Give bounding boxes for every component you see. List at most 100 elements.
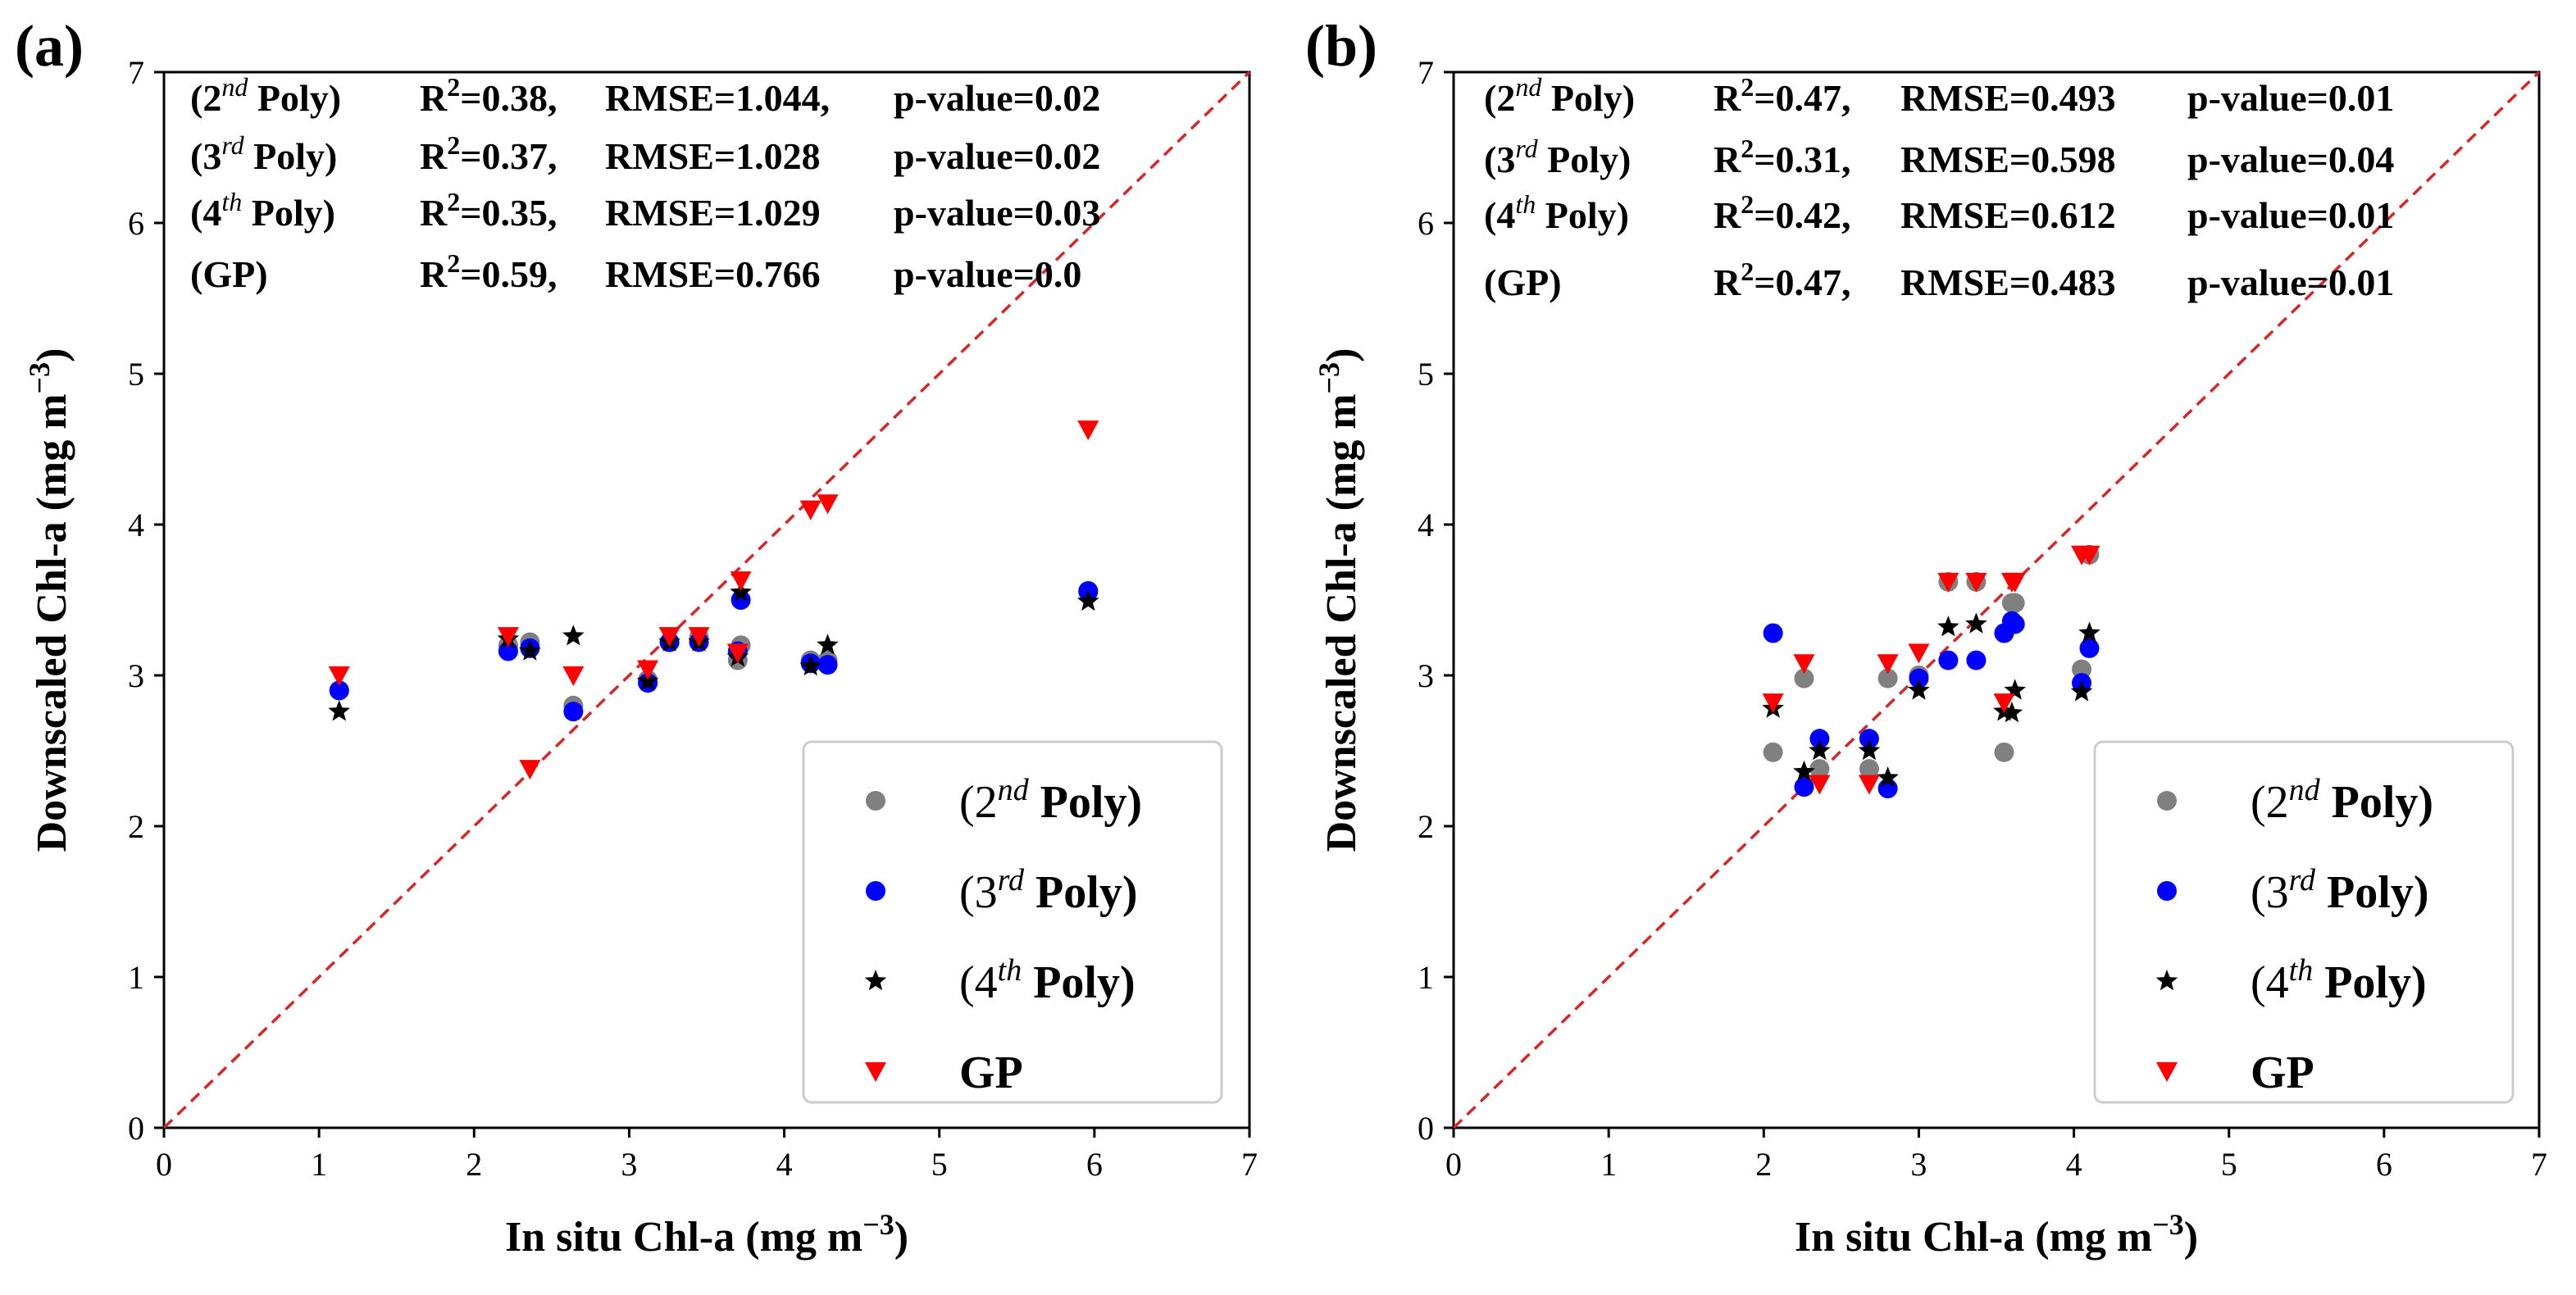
- y-tick-label: 6: [128, 205, 144, 242]
- data-point: [1077, 589, 1099, 611]
- data-point: [1994, 742, 2014, 762]
- data-point: [637, 660, 659, 680]
- stat-model-label: (3rd Poly): [1484, 134, 1631, 180]
- y-axis-label-text: Downscaled Chl-a (mg m: [29, 393, 75, 852]
- stat-model-superscript: rd: [221, 130, 244, 160]
- data-point: [817, 634, 839, 655]
- data-point: [1794, 777, 1814, 797]
- panel-label: (a): [15, 13, 84, 79]
- stat-rmse: RMSE=0.493: [1900, 77, 2116, 119]
- stat-p-value: p-value=0.02: [894, 135, 1100, 177]
- data-point: [2004, 679, 2026, 700]
- data-point: [1858, 775, 1880, 795]
- y-tick-label: 5: [1418, 356, 1434, 393]
- legend-label-prefix: (4: [2251, 957, 2289, 1008]
- stat-model-text: (4: [1484, 194, 1515, 236]
- y-axis-label-close: ): [1318, 348, 1365, 362]
- reference-line: [162, 70, 1251, 1129]
- legend-marker: [2157, 881, 2177, 901]
- stat-rmse: RMSE=1.044,: [605, 77, 830, 119]
- stat-r2-value: =0.37,: [460, 135, 557, 177]
- y-tick-label: 1: [1418, 959, 1434, 996]
- stat-r2-exponent: 2: [447, 72, 460, 102]
- stat-r2: R2=0.59,: [420, 248, 557, 295]
- stat-r2: R2=0.38,: [420, 72, 557, 119]
- stat-rmse: RMSE=0.598: [1900, 139, 2116, 180]
- data-point: [2078, 621, 2100, 643]
- stat-r2-symbol: R: [420, 135, 448, 177]
- data-point: [2000, 702, 2023, 723]
- data-point: [1877, 654, 1899, 675]
- y-tick-label: 4: [128, 507, 144, 543]
- data-point: [730, 580, 752, 602]
- panel-label: (b): [1305, 13, 1377, 79]
- stat-r2-value: =0.59,: [460, 253, 557, 295]
- x-axis-label-exponent: −3: [862, 1208, 894, 1241]
- stat-model-text: (3: [190, 135, 221, 177]
- data-point: [328, 700, 350, 721]
- y-tick-label: 7: [1418, 54, 1434, 91]
- stat-r2: R2=0.42,: [1714, 189, 1850, 236]
- stat-p-value: p-value=0.01: [2187, 77, 2394, 119]
- x-tick-label: 7: [2531, 1146, 2547, 1183]
- stat-rmse: RMSE=0.483: [1900, 261, 2116, 303]
- legend-label: (2nd Poly): [2251, 773, 2433, 828]
- stat-r2: R2=0.35,: [420, 187, 557, 234]
- legend-label-superscript: rd: [998, 863, 1025, 897]
- stat-r2-exponent: 2: [1741, 189, 1754, 219]
- stat-rmse: RMSE=0.612: [1900, 194, 2116, 236]
- data-point: [1762, 693, 1784, 714]
- y-tick-label: 3: [128, 657, 144, 694]
- legend-label-superscript: nd: [2289, 773, 2321, 807]
- stat-rmse: RMSE=0.766: [605, 253, 821, 295]
- stat-r2-symbol: R: [1714, 77, 1741, 119]
- data-point: [2078, 545, 2100, 566]
- legend-label-superscript: th: [2289, 953, 2314, 988]
- stat-r2-exponent: 2: [447, 248, 460, 278]
- stat-r2-value: =0.35,: [460, 192, 557, 234]
- y-tick-label: 0: [128, 1110, 144, 1147]
- data-point: [799, 500, 821, 520]
- stat-r2-symbol: R: [1714, 194, 1741, 236]
- data-point: [817, 494, 839, 515]
- stat-model-text: (GP): [190, 253, 268, 295]
- stat-model-superscript: th: [221, 187, 242, 216]
- data-point: [2079, 638, 2100, 658]
- stat-model-suffix: Poly): [1538, 139, 1632, 180]
- legend-label-superscript: nd: [998, 773, 1030, 807]
- data-point: [1809, 775, 1831, 795]
- stat-r2: R2=0.31,: [1714, 134, 1850, 180]
- legend-label-suffix: Poly): [2315, 867, 2428, 918]
- x-tick-label: 6: [2376, 1146, 2392, 1183]
- legend-label-suffix: Poly): [1024, 867, 1137, 918]
- data-point: [658, 627, 680, 648]
- reference-line: [1452, 70, 2541, 1129]
- stat-p-value: p-value=0.02: [894, 77, 1100, 119]
- x-tick-label: 0: [1445, 1146, 1462, 1183]
- stat-p-value: p-value=0.03: [894, 192, 1100, 234]
- data-point: [1937, 572, 1959, 593]
- y-tick-label: 2: [128, 808, 144, 845]
- y-tick-label: 4: [1418, 507, 1434, 543]
- legend-label-prefix: (3: [2251, 867, 2289, 918]
- stat-rmse: RMSE=1.028: [605, 135, 821, 177]
- data-point: [2005, 593, 2025, 613]
- x-tick-label: 2: [466, 1146, 482, 1183]
- data-point: [1809, 729, 1830, 749]
- stat-model-label: (2nd Poly): [190, 72, 341, 119]
- data-point: [2070, 680, 2093, 702]
- stat-model-suffix: Poly): [244, 135, 338, 177]
- x-tick-label: 7: [1241, 1146, 1258, 1183]
- data-point: [1877, 766, 1899, 788]
- legend-label-superscript: rd: [2289, 863, 2316, 897]
- data-point: [636, 670, 659, 691]
- data-point: [688, 627, 710, 648]
- stat-model-label: (2nd Poly): [1484, 72, 1635, 119]
- legend-label-suffix: Poly): [2320, 777, 2433, 828]
- data-point: [1793, 654, 1815, 675]
- legend-box: [802, 740, 1223, 1104]
- legend-label: (3rd Poly): [2251, 863, 2428, 918]
- x-tick-label: 1: [311, 1146, 327, 1183]
- legend-label-suffix: Poly): [1022, 957, 1135, 1008]
